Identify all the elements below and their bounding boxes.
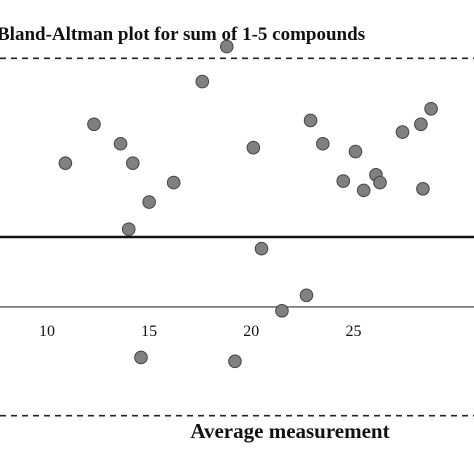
data-point <box>246 140 261 155</box>
data-point <box>356 183 371 198</box>
data-point <box>142 195 156 209</box>
data-point <box>299 288 314 303</box>
x-tick-label: 15 <box>141 323 157 340</box>
x-axis-label: Average measurement <box>190 419 389 443</box>
x-tick-label: 20 <box>243 323 259 340</box>
data-point <box>424 101 438 116</box>
data-point <box>121 222 136 237</box>
x-tick-labels: 10 15 20 25 <box>39 323 361 340</box>
x-tick-label: 10 <box>39 323 55 340</box>
data-point <box>316 136 330 151</box>
data-point <box>414 117 428 132</box>
data-point <box>134 350 148 365</box>
data-point <box>126 156 140 170</box>
data-point <box>416 182 430 196</box>
reference-lines <box>0 57 474 417</box>
data-point <box>303 113 318 128</box>
data-point <box>195 74 210 89</box>
data-point <box>336 174 351 188</box>
data-point <box>219 39 234 54</box>
data-point <box>348 144 363 159</box>
data-point <box>373 175 387 190</box>
x-tick-label: 25 <box>345 323 361 340</box>
data-point <box>275 304 289 318</box>
data-point <box>58 156 73 170</box>
data-point <box>166 175 181 190</box>
data-point <box>113 136 128 151</box>
chart-title: Bland-Altman plot for sum of 1-5 compoun… <box>0 24 365 45</box>
data-point <box>228 354 242 369</box>
data-point <box>87 117 101 132</box>
data-point <box>395 125 410 139</box>
data-points <box>58 39 438 369</box>
data-point <box>254 241 269 256</box>
